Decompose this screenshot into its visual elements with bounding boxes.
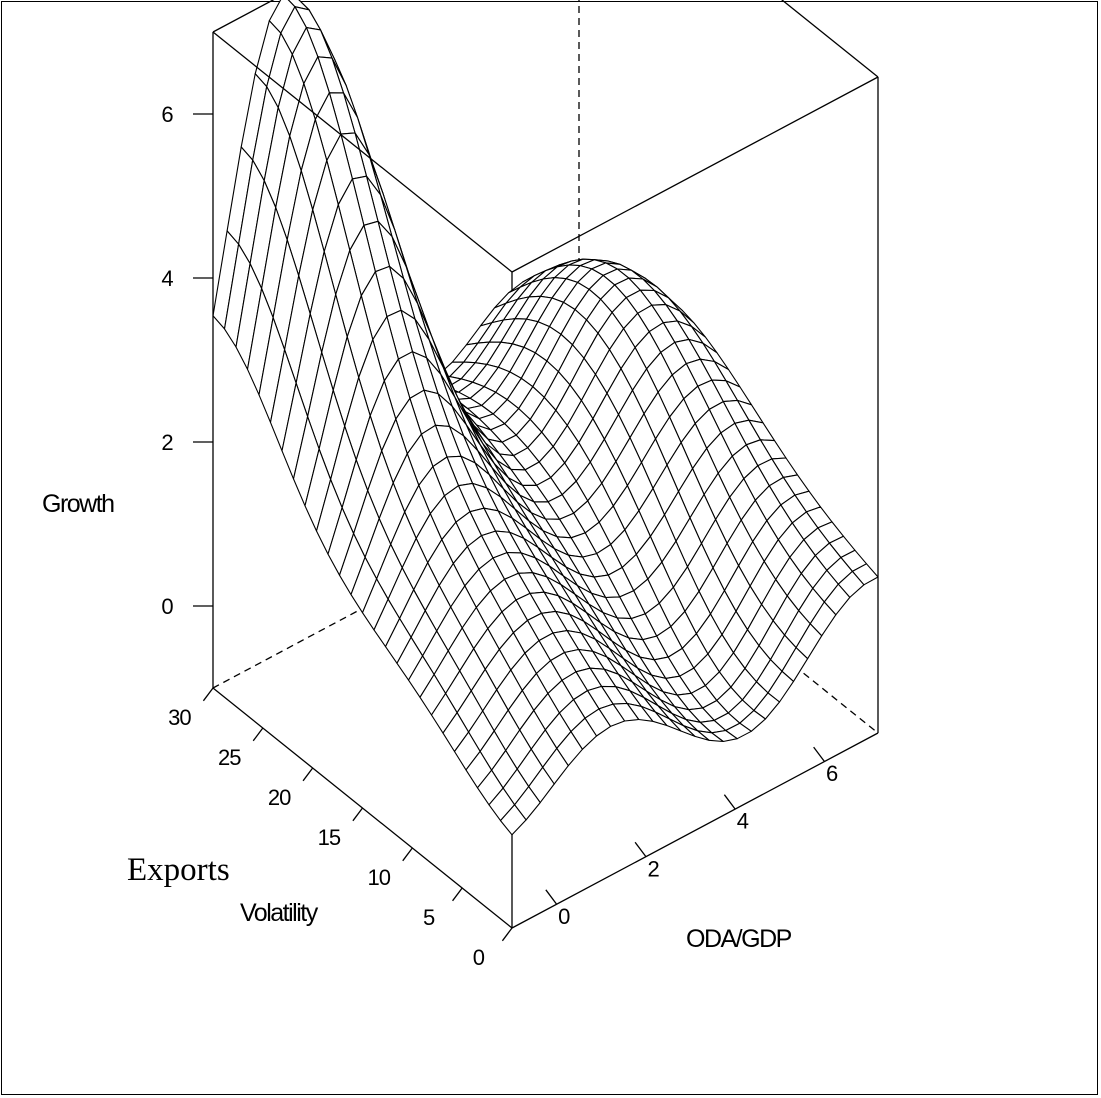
x-tick-2-tick <box>634 841 647 858</box>
x-tick-2-label: 2 <box>647 856 659 881</box>
x-axis-label: ODA/GDP <box>686 925 792 953</box>
front-bottom-edge-x <box>511 732 879 929</box>
y-tick-5-tick <box>452 887 463 902</box>
surface-mesh <box>212 0 879 836</box>
y-tick-5-label: 5 <box>423 905 435 930</box>
y-tick-10-label: 10 <box>367 865 390 890</box>
y-tick-20-label: 20 <box>268 785 291 810</box>
y-tick-25-label: 25 <box>218 745 241 770</box>
x-tick-6-label: 6 <box>826 761 838 786</box>
y-tick-0-tick <box>501 927 513 942</box>
axes: 0 2 4 6 0 5 10 15 20 25 30 0 2 4 6 <box>161 102 839 970</box>
y-axis-label-line2: Volatility <box>240 899 319 927</box>
x-tick-6-tick <box>813 746 825 762</box>
top-edge-front-y <box>212 31 513 273</box>
x-tick-0-label: 0 <box>558 904 570 929</box>
z-axis-label: Growth <box>42 490 114 518</box>
surface-facet <box>499 804 527 836</box>
y-tick-25-tick <box>252 727 264 742</box>
y-tick-10-tick <box>402 847 413 862</box>
z-tick-2-label: 2 <box>161 430 173 455</box>
x-tick-4-tick <box>723 794 736 810</box>
y-tick-15-label: 15 <box>318 825 341 850</box>
y-tick-30-label: 30 <box>168 705 191 730</box>
y-tick-15-tick <box>352 807 364 822</box>
x-tick-4-label: 4 <box>737 809 749 834</box>
z-tick-6-label: 6 <box>161 102 173 127</box>
z-tick-0-label: 0 <box>161 594 173 619</box>
y-tick-30-tick <box>202 687 214 702</box>
axis-labels: Growth Exports Volatility ODA/GDP <box>42 490 793 953</box>
top-edge-back-y <box>781 0 879 78</box>
y-tick-20-tick <box>302 767 314 782</box>
z-tick-4-label: 4 <box>161 266 173 291</box>
y-axis-label-line1: Exports <box>127 852 230 888</box>
x-tick-0-tick <box>545 889 558 905</box>
top-edge-front-x <box>511 76 879 273</box>
y-tick-0-label: 0 <box>473 945 485 970</box>
